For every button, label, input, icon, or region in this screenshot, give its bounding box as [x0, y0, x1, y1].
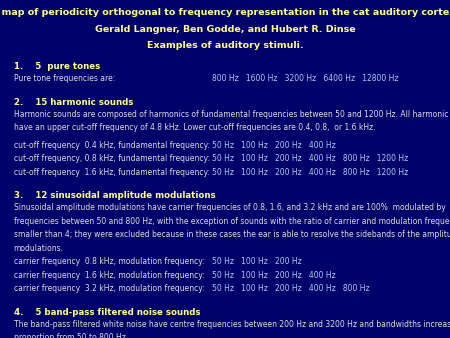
Text: smaller than 4; they were excluded because in these cases the ear is able to res: smaller than 4; they were excluded becau… — [14, 230, 450, 239]
Text: The band-pass filtered white noise have centre frequencies between 200 Hz and 32: The band-pass filtered white noise have … — [14, 320, 450, 329]
Text: A map of periodicity orthogonal to frequency representation in the cat auditory : A map of periodicity orthogonal to frequ… — [0, 8, 450, 18]
Text: modulations.: modulations. — [14, 244, 63, 253]
Text: 3.    12 sinusoidal amplitude modulations: 3. 12 sinusoidal amplitude modulations — [14, 191, 215, 200]
Text: 1.    5  pure tones: 1. 5 pure tones — [14, 62, 100, 71]
Text: 50 Hz   100 Hz   200 Hz   400 Hz   800 Hz: 50 Hz 100 Hz 200 Hz 400 Hz 800 Hz — [212, 284, 369, 293]
Text: Harmonic sounds are composed of harmonics of fundamental frequencies between 50 : Harmonic sounds are composed of harmonic… — [14, 110, 450, 119]
Text: 50 Hz   100 Hz   200 Hz   400 Hz: 50 Hz 100 Hz 200 Hz 400 Hz — [212, 271, 335, 280]
Text: carrier frequency  3.2 kHz, modulation frequency:: carrier frequency 3.2 kHz, modulation fr… — [14, 284, 204, 293]
Text: Examples of auditory stimuli.: Examples of auditory stimuli. — [147, 41, 303, 50]
Text: 50 Hz   100 Hz   200 Hz: 50 Hz 100 Hz 200 Hz — [212, 257, 301, 266]
Text: Sinusoidal amplitude modulations have carrier frequencies of 0.8, 1.6, and 3.2 k: Sinusoidal amplitude modulations have ca… — [14, 203, 445, 212]
Text: 4.    5 band-pass filtered noise sounds: 4. 5 band-pass filtered noise sounds — [14, 308, 200, 317]
Text: Gerald Langner, Ben Godde, and Hubert R. Dinse: Gerald Langner, Ben Godde, and Hubert R.… — [94, 25, 356, 34]
Text: 2.    15 harmonic sounds: 2. 15 harmonic sounds — [14, 98, 133, 107]
Text: cut-off frequency  1.6 kHz, fundamental frequency:: cut-off frequency 1.6 kHz, fundamental f… — [14, 168, 210, 177]
Text: carrier frequency  0.8 kHz, modulation frequency:: carrier frequency 0.8 kHz, modulation fr… — [14, 257, 204, 266]
Text: proportion from 50 to 800 Hz.: proportion from 50 to 800 Hz. — [14, 333, 128, 338]
Text: 50 Hz   100 Hz   200 Hz   400 Hz   800 Hz   1200 Hz: 50 Hz 100 Hz 200 Hz 400 Hz 800 Hz 1200 H… — [212, 168, 408, 177]
Text: cut-off frequency, 0.8 kHz, fundamental frequency:: cut-off frequency, 0.8 kHz, fundamental … — [14, 154, 210, 163]
Text: carrier frequency  1.6 kHz, modulation frequency:: carrier frequency 1.6 kHz, modulation fr… — [14, 271, 204, 280]
Text: 800 Hz   1600 Hz   3200 Hz   6400 Hz   12800 Hz: 800 Hz 1600 Hz 3200 Hz 6400 Hz 12800 Hz — [212, 74, 398, 83]
Text: 50 Hz   100 Hz   200 Hz   400 Hz   800 Hz   1200 Hz: 50 Hz 100 Hz 200 Hz 400 Hz 800 Hz 1200 H… — [212, 154, 408, 163]
Text: Pure tone frequencies are:: Pure tone frequencies are: — [14, 74, 115, 83]
Text: cut-off frequency  0.4 kHz, fundamental frequency:: cut-off frequency 0.4 kHz, fundamental f… — [14, 141, 210, 150]
Text: frequencies between 50 and 800 Hz, with the exception of sounds with the ratio o: frequencies between 50 and 800 Hz, with … — [14, 217, 450, 226]
Text: 50 Hz   100 Hz   200 Hz   400 Hz: 50 Hz 100 Hz 200 Hz 400 Hz — [212, 141, 335, 150]
Text: have an upper cut-off frequency of 4.8 kHz. Lower cut-off frequencies are 0.4, 0: have an upper cut-off frequency of 4.8 k… — [14, 123, 375, 132]
